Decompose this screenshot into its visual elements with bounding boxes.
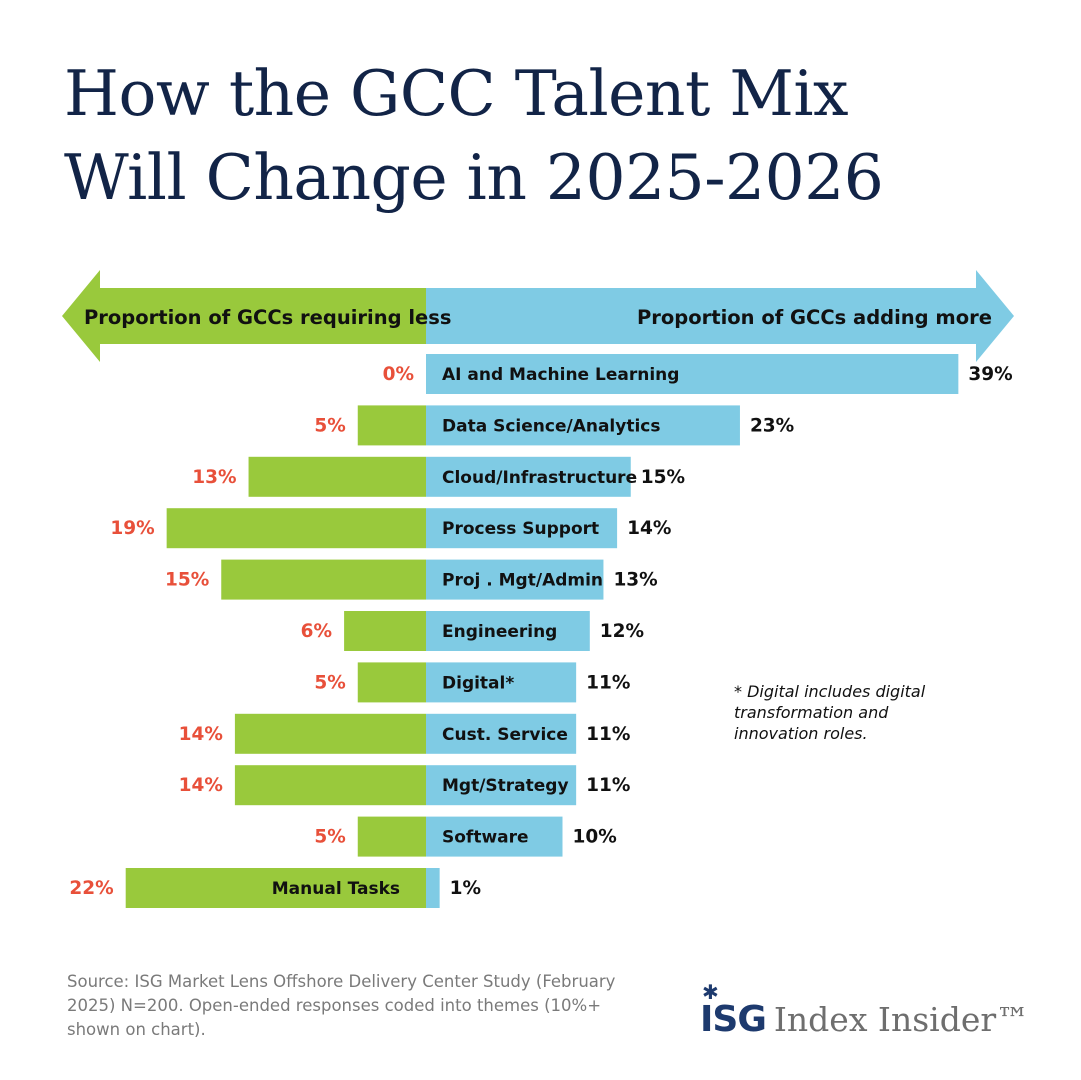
bar-more — [426, 765, 577, 806]
title-line-1: How the GCC Talent Mix — [64, 57, 849, 130]
category-label: Software — [442, 828, 529, 848]
value-label-more: 10% — [573, 827, 617, 848]
bar-less — [357, 405, 426, 446]
bar-more — [426, 611, 590, 651]
bar-more — [426, 713, 577, 754]
left-header: Proportion of GCCs requiring less — [84, 306, 451, 329]
bar-more — [426, 405, 740, 446]
value-label-more: 11% — [586, 672, 630, 693]
value-label-more: 1% — [450, 878, 481, 899]
value-label-more: 39% — [968, 364, 1012, 385]
logo-mark-text: ISG — [700, 999, 767, 1040]
category-label: Proj . Mgt/Admin — [442, 571, 603, 591]
value-label-less: 5% — [314, 827, 345, 848]
value-label-less: 22% — [69, 878, 113, 899]
value-label-more: 15% — [641, 467, 685, 488]
logo-star-icon: ✱ — [702, 980, 719, 1004]
value-label-less: 14% — [179, 775, 223, 796]
more-arrow — [426, 270, 1014, 362]
value-label-less: 5% — [314, 415, 345, 436]
category-label: Manual Tasks — [272, 879, 400, 899]
bar-less — [166, 508, 426, 549]
bar-less — [357, 816, 426, 857]
bar-less — [221, 559, 426, 600]
source-note: Source: ISG Market Lens Offshore Deliver… — [67, 972, 616, 1039]
bar-less — [125, 868, 426, 908]
value-label-more: 14% — [627, 518, 671, 539]
bar-more — [426, 559, 604, 600]
category-label: AI and Machine Learning — [442, 365, 679, 385]
less-arrow — [62, 270, 426, 362]
value-label-less: 5% — [314, 672, 345, 693]
chart-rows: 0% 39% AI and Machine Learning 5% 23% Data Sc… — [69, 354, 1013, 908]
category-label: Process Support — [442, 519, 599, 539]
value-label-more: 11% — [586, 724, 630, 745]
bar-less — [248, 456, 426, 497]
bar-less — [234, 765, 426, 806]
category-label: Cloud/Infrastructure — [442, 468, 637, 488]
value-label-more: 23% — [750, 415, 794, 436]
bar-more — [426, 508, 618, 549]
category-label: Mgt/Strategy — [442, 776, 569, 796]
bar-less — [344, 611, 426, 651]
logo-mark: ✱ ISG — [700, 982, 767, 1040]
value-label-more: 12% — [600, 621, 644, 642]
category-label: Engineering — [442, 622, 557, 642]
value-label-less: 6% — [301, 621, 332, 642]
bar-more — [426, 354, 959, 394]
value-label-more: 13% — [613, 570, 657, 591]
title-line-2: Will Change in 2025-2026 — [64, 141, 884, 214]
category-label: Cust. Service — [442, 725, 568, 745]
value-label-more: 11% — [586, 775, 630, 796]
diverging-bar-chart: Proportion of GCCs requiring less Propor… — [62, 270, 1014, 908]
isg-logo: ✱ ISG Index Insider™ — [700, 982, 1030, 1040]
right-header: Proportion of GCCs adding more — [637, 306, 992, 329]
value-label-less: 14% — [179, 724, 223, 745]
bar-more — [426, 868, 440, 908]
category-label: Data Science/Analytics — [442, 416, 661, 436]
value-label-less: 0% — [383, 364, 414, 385]
bar-less — [234, 713, 426, 754]
bar-more — [426, 662, 577, 703]
bar-more — [426, 456, 631, 497]
chart-title: How the GCC Talent Mix Will Change in 20… — [64, 52, 884, 220]
value-label-less: 13% — [192, 467, 236, 488]
bar-less — [357, 662, 426, 703]
category-label: Digital* — [442, 673, 514, 693]
logo-text: Index Insider™ — [773, 1000, 1030, 1039]
footnote: * Digital includes digital transformatio… — [734, 682, 926, 743]
value-label-less: 19% — [110, 518, 154, 539]
value-label-less: 15% — [165, 570, 209, 591]
bar-more — [426, 816, 563, 857]
